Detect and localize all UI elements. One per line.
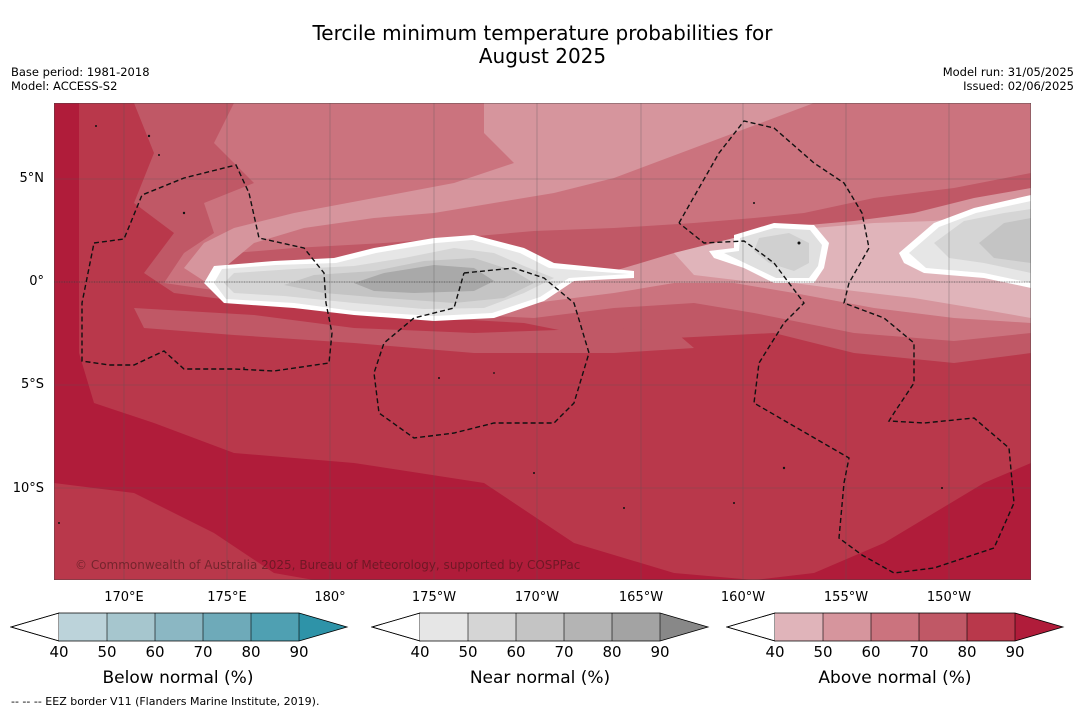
cb-above-tick: 40 <box>765 643 785 661</box>
near-normal-central-50 <box>754 233 809 271</box>
cb-near-seg-5 <box>660 613 708 641</box>
lon-label-170e: 170°E <box>104 590 144 605</box>
lon-label-155w: 155°W <box>823 590 869 605</box>
cb-below-tick: 90 <box>289 643 309 661</box>
model-run: Model run: 31/05/2025 <box>942 65 1074 79</box>
cb-above-seg-1 <box>823 613 871 641</box>
eez-central <box>373 267 590 439</box>
cb-above-seg-2 <box>871 613 919 641</box>
cb-below-tick: 60 <box>145 643 165 661</box>
lon-label-180: 180° <box>314 590 346 605</box>
base-period: Base period: 1981-2018 <box>11 65 150 79</box>
model-name: Model: ACCESS-S2 <box>11 79 118 93</box>
lon-label-165w: 165°W <box>618 590 664 605</box>
cb-above-tick: 70 <box>909 643 929 661</box>
near-normal-east-60 <box>979 218 1031 263</box>
cb-near-seg-3 <box>564 613 612 641</box>
eez-borders <box>81 120 1015 574</box>
cb-above-tick: 50 <box>813 643 833 661</box>
cb-above-tick: 80 <box>957 643 977 661</box>
above-normal-80-lower <box>54 483 314 580</box>
cb-above-seg-4 <box>967 613 1015 641</box>
cb-near-tick: 70 <box>554 643 574 661</box>
lat-label-0: 0° <box>29 274 44 289</box>
issued-date: Issued: 02/06/2025 <box>963 79 1074 93</box>
lat-label-5n: 5°N <box>19 171 45 186</box>
lon-label-170w: 170°W <box>514 590 560 605</box>
islands <box>58 125 943 524</box>
cb-above-tick: 60 <box>861 643 881 661</box>
cb-near-tick: 40 <box>410 643 430 661</box>
cb-below-seg-2 <box>155 613 203 641</box>
colorbar-label-near: Near normal (%) <box>469 668 611 688</box>
eez-kiribati-west <box>81 164 333 372</box>
above-normal-70-south <box>134 308 694 353</box>
meta-left: Base period: 1981-2018 Model: ACCESS-S2 <box>11 65 150 93</box>
cb-above-tick: 90 <box>1005 643 1025 661</box>
colorbar-label-above: Above normal (%) <box>818 668 972 688</box>
cb-near-seg-4 <box>612 613 660 641</box>
cb-below-tick: 80 <box>241 643 261 661</box>
cb-near-seg-1 <box>468 613 516 641</box>
lon-label-160w: 160°W <box>720 590 766 605</box>
lon-label-150w: 150°W <box>926 590 972 605</box>
colorbar-near-normal <box>371 612 710 642</box>
cb-below-seg-5 <box>299 613 347 641</box>
near-normal-west-70 <box>354 265 494 293</box>
colorbar-below-normal <box>10 612 349 642</box>
cb-below-seg-1 <box>107 613 155 641</box>
cb-below-tick: 40 <box>49 643 69 661</box>
cb-above-seg-3 <box>919 613 967 641</box>
colorbar-above-normal <box>726 612 1065 642</box>
lon-label-175e: 175°E <box>207 590 247 605</box>
map-title: Tercile minimum temperature probabilitie… <box>0 22 1085 68</box>
meta-right: Model run: 31/05/2025 Issued: 02/06/2025 <box>943 65 1074 93</box>
cb-below-tick: 70 <box>193 643 213 661</box>
cb-below-seg-4 <box>251 613 299 641</box>
cb-near-tick: 90 <box>650 643 670 661</box>
lon-label-175w: 175°W <box>411 590 457 605</box>
lat-label-5s: 5°S <box>20 377 44 392</box>
title-line-1: Tercile minimum temperature probabilitie… <box>312 21 773 45</box>
cb-near-tick: 80 <box>602 643 622 661</box>
title-line-2: August 2025 <box>478 44 607 68</box>
cb-below-seg-0 <box>59 613 107 641</box>
lat-label-10s: 10°S <box>12 481 44 496</box>
cb-near-seg-0 <box>420 613 468 641</box>
cb-below-tick: 50 <box>97 643 117 661</box>
cb-below-seg-3 <box>203 613 251 641</box>
cb-above-seg-0 <box>775 613 823 641</box>
cb-above-seg-5 <box>1015 613 1063 641</box>
copyright-notice: © Commonwealth of Australia 2025, Bureau… <box>75 558 581 572</box>
eez-line-islands <box>678 120 1015 574</box>
colorbar-label-below: Below normal (%) <box>102 668 254 688</box>
cb-near-tick: 60 <box>506 643 526 661</box>
eez-footnote: -- -- -- EEZ border V11 (Flanders Marine… <box>11 695 320 708</box>
cb-near-tick: 50 <box>458 643 478 661</box>
probability-map <box>54 103 1031 580</box>
cb-near-seg-2 <box>516 613 564 641</box>
